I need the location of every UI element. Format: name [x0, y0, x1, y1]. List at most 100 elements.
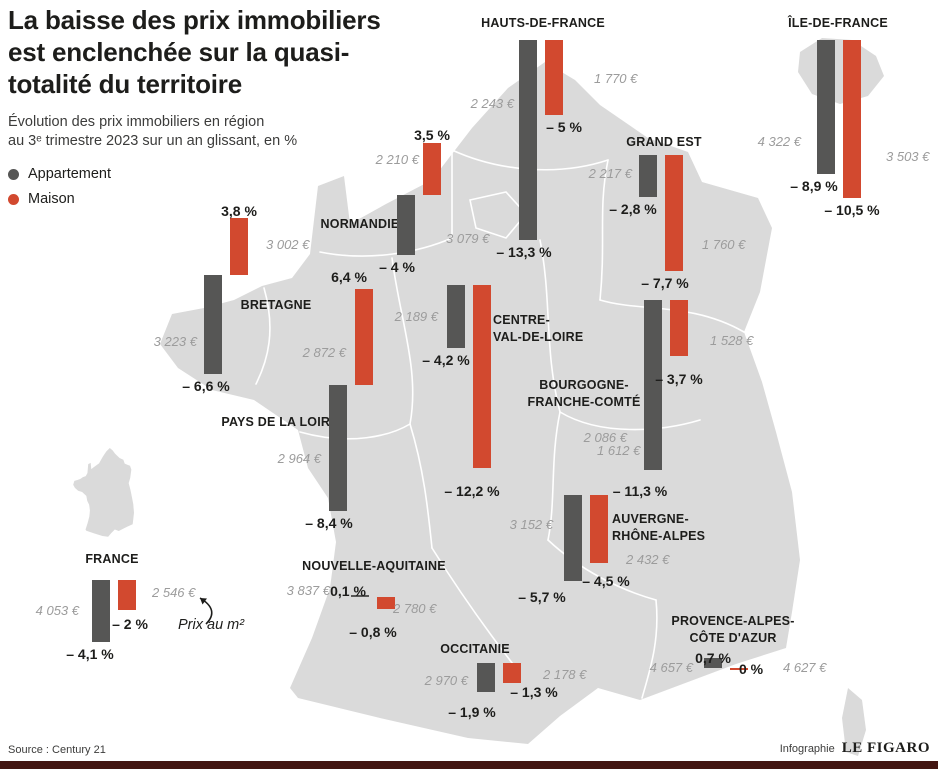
bourgogne-franche-comte-maison-price-label: 1 528 €	[710, 333, 754, 348]
france-apartment-price-label: 4 053 €	[35, 603, 79, 618]
nouvelle-aquitaine-apartment-pct-label: 0,1 %	[330, 583, 366, 599]
france-apartment-pct-label: – 4,1 %	[66, 645, 114, 662]
provence-alpes-cote-dazur-maison-price-label: 4 627 €	[783, 660, 827, 675]
map-corsica	[842, 688, 866, 756]
provence-alpes-cote-dazur-apartment-pct-label: 0,7 %	[695, 649, 731, 666]
centre-val-de-loire-label-line: CENTRE-	[493, 313, 550, 327]
nouvelle-aquitaine-label: NOUVELLE-AQUITAINE	[302, 558, 446, 575]
auvergne-rhone-alpes-maison-pct-label: – 4,5 %	[582, 572, 630, 589]
pays-de-la-loire-maison-bar	[355, 289, 373, 385]
maison-dot-icon	[8, 193, 19, 205]
normandie-maison-pct-label: 3,5 %	[414, 126, 450, 143]
nouvelle-aquitaine-apartment-price-label: 3 837 €	[286, 583, 330, 598]
auvergne-rhone-alpes-label-line: RHÔNE-ALPES	[612, 529, 706, 543]
france-maison-price-label: 2 546 €	[152, 585, 196, 600]
nouvelle-aquitaine-maison-pct-label: – 0,8 %	[349, 624, 397, 640]
ile-de-france-maison-pct-label: – 10,5 %	[824, 201, 880, 218]
hauts-de-france-maison-pct-label: – 5 %	[546, 119, 582, 135]
bretagne-maison-pct-label: 3,8 %	[221, 203, 257, 219]
legend-label: Maison	[28, 191, 75, 207]
bourgogne-franche-comte-label-line: FRANCHE-COMTÉ	[527, 395, 641, 409]
hauts-de-france-maison-bar	[545, 40, 563, 115]
bretagne-maison-price-label: 3 002 €	[266, 237, 310, 252]
nouvelle-aquitaine-apartment-bar	[351, 595, 369, 597]
france-apartment-bar	[92, 580, 110, 642]
provence-alpes-cote-dazur-maison-bar	[730, 668, 748, 670]
occitanie-apartment-pct-label: – 1,9 %	[448, 703, 496, 720]
normandie-label-line: NORMANDIE	[320, 217, 400, 231]
pays-de-la-loire-apartment-bar	[329, 385, 347, 511]
hauts-de-france-label: HAUTS-DE-FRANCE	[481, 15, 605, 32]
chart-subtitle-line: Évolution des prix immobiliers en région	[8, 114, 265, 130]
pays-de-la-loire-label: PAYS DE LA LOIRE	[221, 414, 338, 431]
grand-est-maison-bar	[665, 155, 683, 271]
provence-alpes-cote-dazur-label-line: CÔTE D'AZUR	[689, 631, 777, 645]
france-maison-pct-label: – 2 %	[112, 616, 148, 632]
chart-subtitle-line: au 3ᵉ trimestre 2023 sur un an glissant,…	[8, 133, 298, 149]
france-label: FRANCE	[85, 551, 138, 568]
price-note-arrow-icon	[199, 597, 213, 625]
grand-est-label-line: GRAND EST	[626, 135, 702, 149]
figaro-logo: LE FIGARO	[841, 740, 930, 756]
grand-est-label: GRAND EST	[626, 134, 701, 151]
bourgogne-franche-comte-apartment-bar	[644, 300, 662, 470]
centre-val-de-loire-maison-price-label: 1 612 €	[597, 443, 641, 458]
bretagne-apartment-bar	[204, 275, 222, 374]
apartment-dot-icon	[8, 168, 19, 180]
centre-val-de-loire-maison-pct-label: – 12,2 %	[444, 483, 500, 499]
occitanie-maison-bar	[503, 663, 521, 683]
centre-val-de-loire-label-line: VAL-DE-LOIRE	[493, 330, 584, 344]
bretagne-maison-bar	[230, 218, 248, 275]
grand-est-apartment-pct-label: – 2,8 %	[609, 201, 657, 217]
page-title: La baisse des prix immobiliers est encle…	[8, 4, 448, 100]
centre-val-de-loire-maison-bar	[473, 285, 491, 468]
legend-item-maison: Maison	[8, 191, 448, 207]
provence-alpes-cote-dazur-apartment-bar	[704, 657, 722, 668]
infographie-label: Infographie	[779, 743, 835, 755]
occitanie-label: OCCITANIE	[440, 641, 510, 658]
grand-est-maison-price-label: 1 760 €	[702, 237, 746, 252]
source-credit: Source : Century 21	[8, 744, 106, 756]
provence-alpes-cote-dazur-label: PROVENCE-ALPES- CÔTE D'AZUR	[671, 613, 794, 647]
nouvelle-aquitaine-maison-bar	[377, 597, 395, 609]
footer-credit: Infographie LE FIGARO	[780, 740, 930, 757]
pays-de-la-loire-apartment-pct-label: – 8,4 %	[305, 515, 353, 531]
bretagne-apartment-pct-label: – 6,6 %	[182, 378, 230, 394]
bretagne-label: BRETAGNE	[241, 297, 312, 314]
occitanie-apartment-price-label: 2 970 €	[424, 673, 468, 688]
bourgogne-franche-comte-label: BOURGOGNE- FRANCHE-COMTÉ	[527, 377, 640, 411]
bourgogne-franche-comte-label-line: BOURGOGNE-	[539, 378, 629, 392]
provence-alpes-cote-dazur-maison-pct-label: 0 %	[738, 661, 764, 677]
normandie-apartment-bar	[397, 195, 415, 255]
pays-de-la-loire-maison-pct-label: 6,4 %	[331, 269, 367, 285]
header: La baisse des prix immobiliers est encle…	[8, 4, 448, 216]
france-label-line: FRANCE	[85, 552, 139, 566]
nouvelle-aquitaine-maison-price-label: 2 780 €	[393, 601, 437, 616]
normandie-maison-bar	[423, 142, 441, 195]
centre-val-de-loire-apartment-pct-label: – 4,2 %	[422, 352, 470, 368]
occitanie-maison-pct-label: – 1,3 %	[510, 683, 558, 700]
pays-de-la-loire-apartment-price-label: 2 964 €	[277, 451, 321, 466]
normandie-maison-price-label: 2 210 €	[375, 152, 419, 167]
bretagne-apartment-price-label: 3 223 €	[153, 334, 197, 349]
hauts-de-france-maison-price-label: 1 770 €	[594, 71, 638, 86]
ile-de-france-apartment-bar	[817, 40, 835, 174]
grand-est-maison-pct-label: – 7,7 %	[641, 274, 689, 291]
bourgogne-franche-comte-apartment-pct-label: – 11,3 %	[612, 482, 668, 499]
ile-de-france-maison-bar	[843, 40, 861, 198]
hauts-de-france-apartment-bar	[519, 40, 537, 240]
occitanie-maison-price-label: 2 178 €	[543, 667, 587, 682]
pays-de-la-loire-label-line: PAYS DE LA LOIRE	[221, 415, 339, 429]
chart-subtitle: Évolution des prix immobiliers en région…	[8, 113, 448, 151]
legend-label: Appartement	[28, 166, 112, 182]
hauts-de-france-label-line: HAUTS-DE-FRANCE	[481, 16, 605, 30]
centre-val-de-loire-label: CENTRE- VAL-DE-LOIRE	[493, 312, 583, 346]
hauts-de-france-apartment-price-label: 2 243 €	[470, 96, 514, 111]
auvergne-rhone-alpes-label-line: AUVERGNE-	[612, 512, 689, 526]
provence-alpes-cote-dazur-label-line: PROVENCE-ALPES-	[671, 614, 795, 628]
ile-de-france-maison-price-label: 3 503 €	[886, 149, 930, 164]
provence-alpes-cote-dazur-apartment-price-label: 4 657 €	[649, 660, 693, 675]
auvergne-rhone-alpes-apartment-price-label: 3 152 €	[509, 517, 553, 532]
